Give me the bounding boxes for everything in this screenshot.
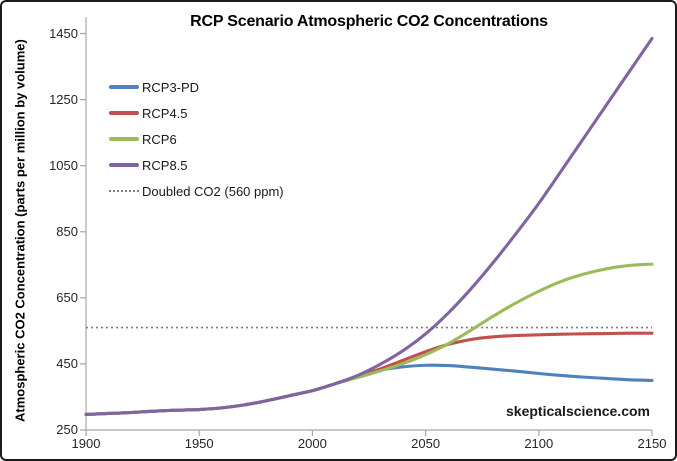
y-tick-label: 850 (56, 223, 78, 239)
y-tick-label: 650 (56, 289, 78, 305)
legend-item-rcp6: RCP6 (109, 126, 284, 152)
y-tick-label: 250 (56, 422, 78, 437)
legend-item-rcp3-pd: RCP3-PD (109, 74, 284, 100)
legend-label: RCP3-PD (142, 79, 200, 95)
series-line-RCP8.5 (84, 36, 654, 417)
legend-line-swatch (109, 85, 139, 89)
series-line-RCP6 (84, 262, 654, 417)
legend-label: RCP6 (142, 131, 177, 147)
x-tick-label: 2050 (411, 436, 441, 451)
legend-item-rcp4-5: RCP4.5 (109, 100, 284, 126)
legend-item-rcp8-5: RCP8.5 (109, 152, 284, 178)
legend-label: Doubled CO2 (560 ppm) (142, 183, 284, 199)
y-tick-label: 1250 (49, 91, 78, 107)
x-tick-label: 1950 (184, 436, 214, 451)
x-tick-label: 2100 (524, 436, 554, 451)
watermark: skepticalscience.com (506, 403, 650, 419)
x-tick-label: 1900 (71, 436, 101, 451)
legend-item-doubled-co2-560-ppm-: Doubled CO2 (560 ppm) (109, 178, 284, 204)
legend-line-swatch (109, 137, 139, 141)
y-tick-label: 1050 (49, 157, 78, 173)
x-tick-label: 2150 (637, 436, 667, 451)
chart-title: RCP Scenario Atmospheric CO2 Concentrati… (190, 13, 548, 30)
x-tick-label: 2000 (297, 436, 327, 451)
legend-label: RCP8.5 (142, 157, 188, 173)
legend-line-swatch (109, 163, 139, 167)
legend-dotted-line-swatch (109, 190, 139, 192)
y-tick-label: 450 (56, 355, 78, 371)
legend-line-swatch (109, 111, 139, 115)
y-tick-label: 1450 (49, 25, 78, 41)
legend-label: RCP4.5 (142, 105, 188, 121)
legend: RCP3-PD RCP4.5 RCP6 RCP8.5 Doubled CO2 (560 … (109, 74, 284, 204)
